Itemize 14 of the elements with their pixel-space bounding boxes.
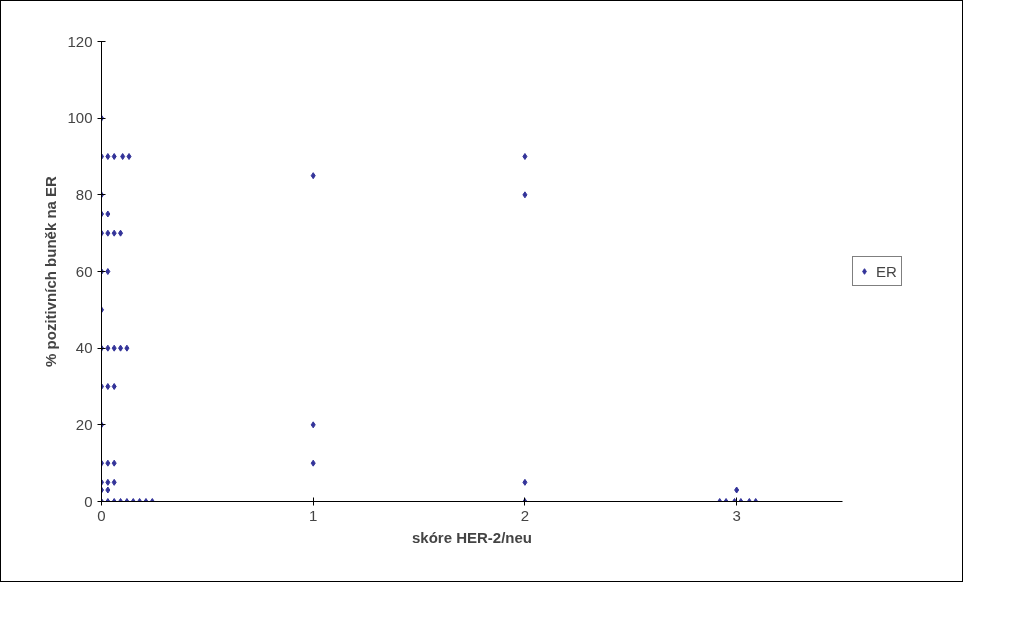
y-tick-label: 60	[75, 262, 93, 280]
x-tick-label: 0	[97, 506, 106, 524]
y-tick-label: 0	[84, 492, 93, 510]
x-tick-label: 1	[309, 506, 318, 524]
x-tick-label: 3	[732, 506, 741, 524]
y-tick-label: 120	[67, 32, 93, 50]
x-axis-title: skóre HER-2/neu	[411, 528, 533, 546]
y-tick-label: 80	[75, 185, 93, 203]
y-axis-title: % pozitivních buněk na ER	[42, 175, 60, 367]
x-tick-label: 2	[520, 506, 530, 524]
y-tick-label: 40	[75, 339, 93, 357]
legend-label: ER	[876, 262, 897, 280]
y-tick-label: 100	[67, 109, 93, 127]
y-tick-label: 20	[75, 415, 93, 433]
